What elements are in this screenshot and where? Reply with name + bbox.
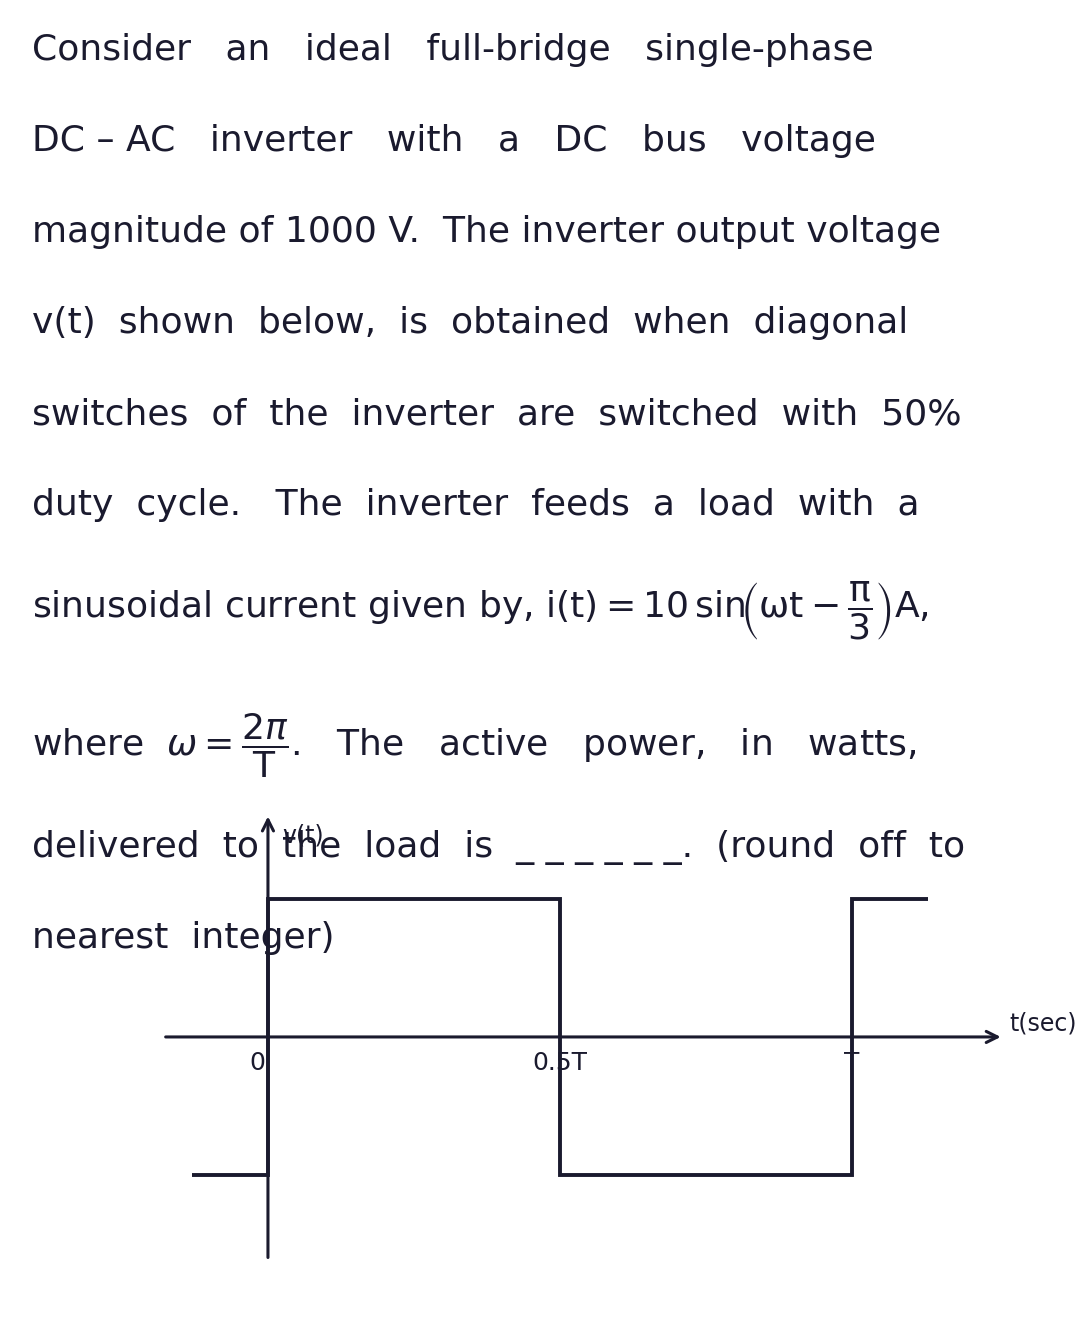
Text: Consider   an   ideal   full-bridge   single-phase: Consider an ideal full-bridge single-pha… <box>32 33 874 67</box>
Text: 0: 0 <box>249 1050 265 1074</box>
Text: T: T <box>845 1050 860 1074</box>
Text: magnitude of 1000 V.  The inverter output voltage: magnitude of 1000 V. The inverter output… <box>32 215 942 249</box>
Text: v(t)  shown  below,  is  obtained  when  diagonal: v(t) shown below, is obtained when diago… <box>32 306 908 340</box>
Text: t(sec): t(sec) <box>1010 1012 1077 1036</box>
Text: duty  cycle.   The  inverter  feeds  a  load  with  a: duty cycle. The inverter feeds a load wi… <box>32 488 920 522</box>
Text: switches  of  the  inverter  are  switched  with  50%: switches of the inverter are switched wi… <box>32 397 962 431</box>
Text: DC – AC   inverter   with   a   DC   bus   voltage: DC – AC inverter with a DC bus voltage <box>32 124 876 158</box>
Text: where  $\omega = \dfrac{2\pi}{\mathrm{T}}$.   The   active   power,   in   watts: where $\omega = \dfrac{2\pi}{\mathrm{T}}… <box>32 712 917 780</box>
Text: nearest  integer): nearest integer) <box>32 921 335 954</box>
Text: 0.5T: 0.5T <box>532 1050 588 1074</box>
Text: sinusoidal current given by, $\mathrm{i(t) = 10\,sin\!\left(\omega t - \dfrac{\p: sinusoidal current given by, $\mathrm{i(… <box>32 579 929 642</box>
Text: delivered  to  the  load  is  _ _ _ _ _ _.  (round  off  to: delivered to the load is _ _ _ _ _ _. (r… <box>32 830 966 864</box>
Text: v(t): v(t) <box>283 823 324 847</box>
